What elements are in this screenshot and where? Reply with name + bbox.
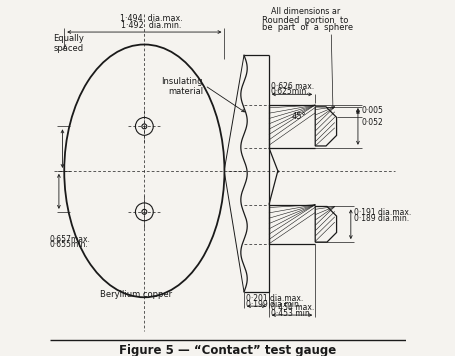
Text: 1·492  dia.min.: 1·492 dia.min. <box>121 21 181 30</box>
Text: 0·655min.: 0·655min. <box>50 240 89 249</box>
Text: 0·454 max.: 0·454 max. <box>270 303 313 312</box>
Text: Figure 5 — “Contact” test gauge: Figure 5 — “Contact” test gauge <box>119 344 336 356</box>
Text: 45°: 45° <box>292 112 306 121</box>
Text: 0·657max.: 0·657max. <box>50 235 91 244</box>
Text: Equally
spaced: Equally spaced <box>53 34 84 53</box>
Text: Rounded  portion  to: Rounded portion to <box>261 16 348 25</box>
Text: 0·199 dia.min.: 0·199 dia.min. <box>245 300 300 309</box>
Text: All dimensions ar: All dimensions ar <box>270 7 339 16</box>
Text: 0·453 min.: 0·453 min. <box>270 309 311 318</box>
Text: be  part  of  a  sphere: be part of a sphere <box>261 23 352 32</box>
Text: 0·005: 0·005 <box>361 106 383 115</box>
Text: 0·625min.: 0·625min. <box>270 87 308 96</box>
Text: 0·626 max.: 0·626 max. <box>270 83 313 91</box>
Text: 0·201 dia.max.: 0·201 dia.max. <box>245 294 303 303</box>
Text: 1·494  dia.max.: 1·494 dia.max. <box>120 14 182 23</box>
Text: Insulating
material: Insulating material <box>161 77 202 96</box>
Text: 0·052: 0·052 <box>361 118 382 127</box>
Text: 0·189 dia.min.: 0·189 dia.min. <box>354 214 409 223</box>
Text: Beryllium copper: Beryllium copper <box>100 290 172 299</box>
Text: 0·191 dia.max.: 0·191 dia.max. <box>354 208 411 217</box>
